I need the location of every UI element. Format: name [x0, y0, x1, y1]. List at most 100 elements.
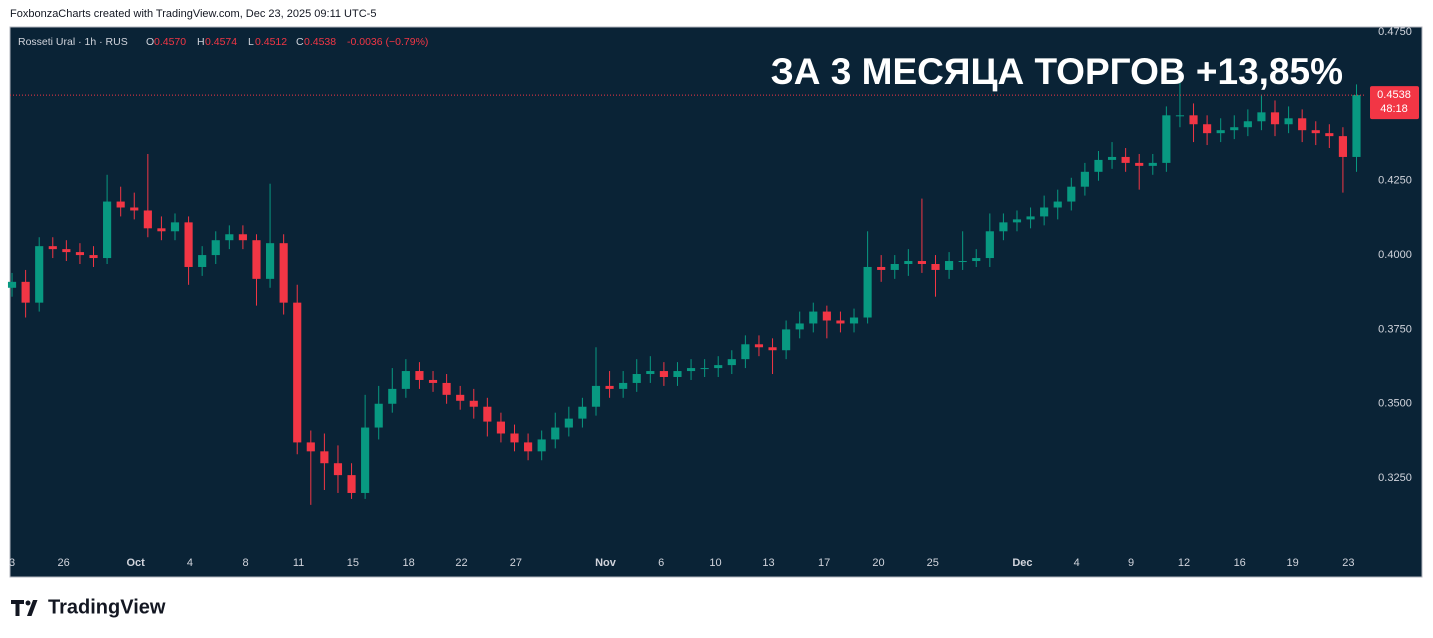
x-tick-label: 17: [818, 557, 830, 569]
candle-body: [469, 400, 478, 407]
candle-body: [170, 222, 180, 232]
candle-body: [646, 371, 655, 375]
price-tag-countdown: 48:18: [1380, 103, 1408, 115]
candle-body: [157, 228, 166, 232]
credit: FoxbonzaCharts created with TradingView.…: [10, 8, 376, 20]
candle-body: [985, 231, 994, 259]
candle-body: [1216, 130, 1225, 134]
candle-body: [211, 240, 220, 256]
candle-body: [659, 371, 668, 377]
candle-body: [904, 261, 913, 264]
candle-body: [361, 427, 370, 493]
x-tick-label: 22: [455, 557, 467, 569]
candle-body: [741, 344, 750, 360]
candle-body: [863, 266, 872, 318]
candle-body: [700, 368, 709, 370]
candle-body: [714, 365, 723, 369]
candle-body: [877, 266, 886, 270]
candle-body: [1230, 127, 1239, 131]
candle-body: [279, 243, 288, 303]
candle-body: [62, 249, 71, 253]
candle-body: [103, 201, 112, 259]
brand-logo: [11, 600, 38, 616]
candle-body: [686, 368, 696, 372]
candle-body: [1298, 118, 1307, 131]
candle-body: [1175, 115, 1185, 117]
x-tick-label: 19: [1287, 557, 1299, 569]
legend-change: -0.0036 (−0.79%): [347, 36, 428, 48]
candle-body: [456, 394, 465, 401]
candle-body: [442, 382, 451, 395]
x-tick-label: 4: [1074, 557, 1080, 569]
candle-body: [1270, 112, 1280, 125]
candle-body: [1284, 118, 1293, 125]
brand-name: TradingView: [48, 596, 166, 618]
candle-body: [564, 418, 573, 428]
x-tick-label: 15: [347, 557, 359, 569]
candle-body: [727, 359, 736, 366]
x-tick-label: 6: [658, 557, 664, 569]
candle-body: [7, 281, 17, 288]
candle-body: [483, 406, 492, 422]
candle-body: [75, 252, 85, 256]
candle-body: [917, 261, 926, 264]
annotation: ЗА 3 МЕСЯЦА ТОРГОВ +13,85%: [771, 51, 1343, 92]
candle-body: [198, 255, 207, 267]
candle-body: [1067, 186, 1076, 202]
candle-body: [1189, 115, 1198, 125]
candle-body: [510, 433, 519, 443]
candle-body: [809, 311, 818, 324]
candle-body: [1080, 171, 1089, 187]
candle-body: [849, 317, 859, 324]
candle-body: [591, 385, 601, 407]
candle-body: [1162, 115, 1171, 163]
x-tick-label: 18: [402, 557, 414, 569]
candle-body: [238, 234, 247, 241]
x-tick-label: 12: [1178, 557, 1190, 569]
candle-body: [1311, 130, 1320, 134]
candle-body: [1012, 219, 1022, 223]
candle-body: [415, 371, 424, 380]
candle-body: [524, 442, 533, 452]
candle-body: [578, 406, 587, 419]
candle-body: [428, 379, 438, 383]
x-tick-label: 8: [243, 557, 249, 569]
candle-body: [972, 258, 981, 262]
x-tick-label: 9: [1128, 557, 1134, 569]
candle-body: [496, 421, 506, 434]
candle-body: [1352, 95, 1361, 157]
x-tick-label: 13: [762, 557, 774, 569]
candle-body: [225, 234, 234, 241]
legend-l-label: L: [248, 36, 254, 48]
candle-body: [1107, 156, 1117, 160]
candle-body: [537, 439, 546, 452]
candle-body: [143, 210, 152, 229]
candle-body: [1257, 112, 1266, 122]
y-tick-label: 0.4250: [1378, 175, 1412, 187]
candle-body: [293, 302, 302, 443]
candle-body: [836, 320, 845, 324]
candle-body: [1053, 201, 1062, 208]
x-tick-label: 4: [187, 557, 193, 569]
candle-body: [48, 246, 57, 250]
candle-body: [347, 475, 356, 493]
candle-body: [89, 255, 98, 259]
x-tick-label: 16: [1234, 557, 1246, 569]
x-tick-label: 26: [58, 557, 70, 569]
candle-body: [1135, 162, 1144, 166]
y-tick-label: 0.4000: [1378, 249, 1412, 261]
candle-body: [35, 246, 44, 303]
candle-body: [768, 347, 777, 351]
x-tick-label: 3: [9, 557, 15, 569]
candle-body: [1040, 207, 1049, 217]
candle-body: [619, 382, 628, 389]
x-tick-label: 20: [872, 557, 884, 569]
x-tick-label: 11: [293, 557, 304, 569]
candle-body: [632, 374, 641, 383]
candle-body: [184, 222, 193, 267]
legend-h-label: H: [197, 36, 205, 48]
candle-body: [1325, 133, 1334, 137]
legend-c-label: C: [296, 36, 304, 48]
x-tick-label: Nov: [595, 557, 617, 569]
